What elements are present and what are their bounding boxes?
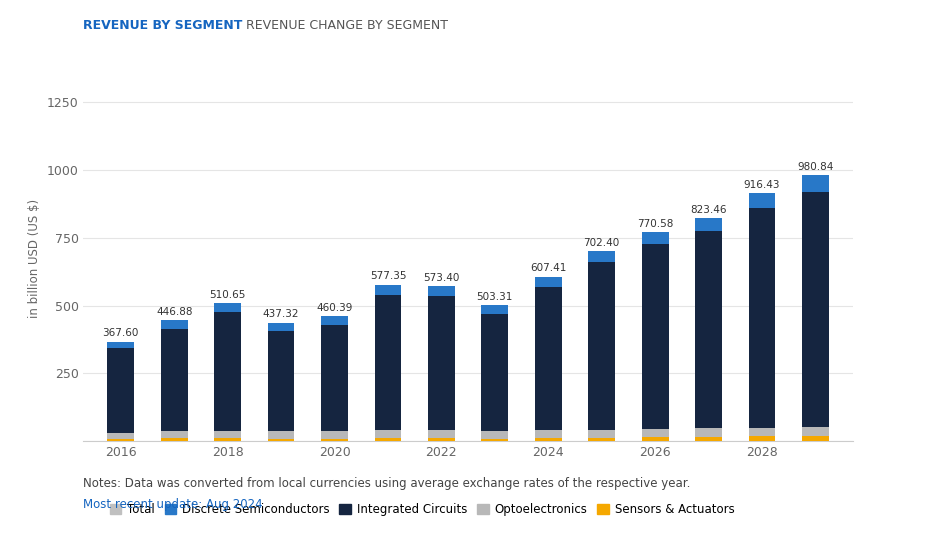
Bar [481,438,508,441]
Bar [641,232,668,244]
Text: 367.60: 367.60 [103,328,139,338]
Text: 770.58: 770.58 [637,219,673,229]
Bar [108,348,134,433]
Bar [802,436,829,441]
Bar [428,296,455,430]
Text: 437.32: 437.32 [263,309,299,320]
Bar [214,430,241,438]
Bar [108,342,134,348]
Text: REVENUE BY SEGMENT: REVENUE BY SEGMENT [83,19,243,32]
Bar [214,438,241,441]
Bar [695,231,722,428]
Text: 573.40: 573.40 [424,273,460,282]
Bar [749,428,775,436]
Text: 607.41: 607.41 [530,263,566,273]
Bar [749,208,775,428]
Text: 916.43: 916.43 [743,180,781,189]
Bar [214,313,241,430]
Bar [589,262,616,429]
Bar [641,429,668,437]
Bar [161,438,187,441]
Bar [268,438,295,441]
Bar [802,427,829,436]
Bar [428,438,455,441]
Bar [535,430,562,438]
Bar [108,439,134,441]
Text: 702.40: 702.40 [584,238,620,247]
Text: 577.35: 577.35 [370,272,406,281]
Bar [321,325,348,431]
Bar [589,251,616,262]
Bar [695,218,722,231]
Bar [589,437,616,441]
Bar [749,436,775,441]
Bar [641,437,668,441]
Bar [589,429,616,437]
Bar [321,431,348,438]
Text: Most recent update: Aug 2024: Most recent update: Aug 2024 [83,498,263,512]
Text: Notes: Data was converted from local currencies using average exchange rates of : Notes: Data was converted from local cur… [83,477,691,490]
Bar [481,431,508,438]
Bar [375,295,401,430]
Text: 503.31: 503.31 [476,292,513,301]
Bar [749,193,775,208]
Legend: Total, Discrete Semiconductors, Integrated Circuits, Optoelectronics, Sensors & : Total, Discrete Semiconductors, Integrat… [105,498,739,521]
Bar [214,303,241,313]
Bar [428,430,455,438]
Bar [161,320,187,329]
Bar [535,438,562,441]
Text: 446.88: 446.88 [156,307,193,317]
Bar [268,323,295,331]
Text: 823.46: 823.46 [691,205,727,215]
Text: REVENUE CHANGE BY SEGMENT: REVENUE CHANGE BY SEGMENT [246,19,448,32]
Bar [375,285,401,295]
Bar [481,305,508,314]
Bar [321,438,348,441]
Bar [695,428,722,437]
Bar [268,431,295,438]
Text: 460.39: 460.39 [316,303,353,313]
Text: 980.84: 980.84 [797,162,833,172]
Bar [695,437,722,441]
Bar [321,316,348,325]
Bar [802,192,829,427]
Bar [161,329,187,431]
Bar [428,286,455,296]
Bar [108,433,134,439]
Bar [535,277,562,287]
Bar [375,430,401,438]
Bar [375,438,401,441]
Bar [481,314,508,431]
Y-axis label: in billion USD (US $): in billion USD (US $) [28,199,41,318]
Bar [535,287,562,430]
Text: 510.65: 510.65 [210,289,246,300]
Bar [161,431,187,438]
Bar [641,244,668,429]
Bar [802,175,829,192]
Bar [268,331,295,431]
